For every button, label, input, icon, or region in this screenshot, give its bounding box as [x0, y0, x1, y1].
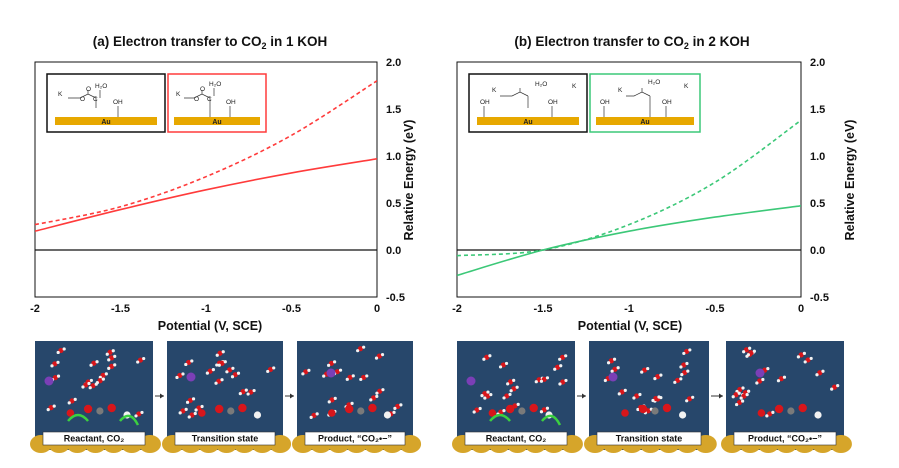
chart-b-series-solid — [457, 205, 801, 277]
chart-b-xlabel: Potential (V, SCE) — [578, 319, 682, 333]
chart-b-ytick: 0.5 — [810, 198, 825, 210]
svg-text:OH: OH — [662, 99, 672, 106]
chart-b-ytick: 1.0 — [810, 151, 825, 163]
snapshot-0: Reactant, CO₂ — [452, 341, 583, 453]
svg-text:K: K — [684, 83, 689, 90]
svg-text:K: K — [572, 83, 577, 90]
chart-a-ytick: 0.0 — [386, 245, 401, 257]
snapshot-label: Transition state — [192, 434, 259, 444]
chart-b-frame — [456, 61, 802, 298]
chart-b-title: (b) Electron transfer to CO2 in 2 KOH — [514, 34, 749, 51]
svg-text:H₂O: H₂O — [535, 81, 547, 88]
chart-b-xtick: 0 — [798, 303, 804, 315]
chart-a-ylabel: Relative Energy (eV) — [402, 120, 416, 241]
snapshot-2: Product, “CO₂•−” — [292, 341, 422, 453]
svg-text:OH: OH — [226, 99, 236, 106]
chart-a-ytick: -0.5 — [386, 292, 405, 304]
chart-b-ytick: 0.0 — [810, 245, 825, 257]
svg-text:O: O — [200, 86, 205, 93]
chart-a-ytick: 0.5 — [386, 198, 401, 210]
chart-b-ytick: -0.5 — [810, 292, 829, 304]
svg-text:OH: OH — [480, 99, 490, 106]
chart-a-title: (a) Electron transfer to CO2 in 1 KOH — [93, 34, 328, 51]
svg-text:O: O — [80, 96, 85, 103]
snapshot-1: Transition state — [162, 341, 292, 453]
svg-text:OH: OH — [548, 99, 558, 106]
chart-a-ytick: 2.0 — [386, 57, 401, 69]
svg-text:OH: OH — [600, 99, 610, 106]
snapshot-label: Transition state — [616, 434, 683, 444]
chart-a-series-dashed — [35, 80, 377, 226]
chart-a-xtick: -1.5 — [111, 303, 130, 315]
svg-text:O: O — [86, 86, 91, 93]
chart-b-inset-reactant: Au K H₂O OH K OH — [468, 73, 588, 133]
chart-b-series-dashed — [457, 119, 801, 257]
chart-a-xlabel: Potential (V, SCE) — [158, 319, 262, 333]
chart-b-xtick: -1.5 — [534, 303, 553, 315]
snapshot-0: Reactant, CO₂ — [30, 341, 161, 453]
svg-text:K: K — [492, 87, 497, 94]
svg-text:K: K — [58, 91, 63, 98]
chart-a-ytick: 1.5 — [386, 104, 401, 116]
panel-b: (b) Electron transfer to CO2 in 2 KOH -2… — [452, 34, 857, 453]
chart-a-xtick: -0.5 — [282, 303, 301, 315]
chart-b-snapshots: Reactant, CO₂ Transition state Product, “C… — [452, 341, 852, 453]
svg-text:Au: Au — [640, 119, 649, 126]
svg-text:OH: OH — [113, 99, 123, 106]
chart-a-inset-product: Au K H₂O OH OOC — [167, 73, 267, 133]
chart-b-inset-product: Au K H₂O OH K OH — [589, 73, 701, 133]
svg-text:C: C — [93, 96, 98, 103]
chart-a-xtick: -2 — [30, 303, 40, 315]
chart-b-ylabel: Relative Energy (eV) — [843, 120, 857, 241]
snapshot-label: Reactant, CO₂ — [486, 434, 547, 444]
chart-b-ytick: 1.5 — [810, 104, 825, 116]
chart-b-xtick: -0.5 — [706, 303, 725, 315]
snapshot-label: Product, “CO₂•−” — [318, 434, 392, 444]
svg-text:K: K — [618, 87, 623, 94]
panel-a: (a) Electron transfer to CO2 in 1 KOH -2… — [30, 34, 422, 453]
chart-a-xtick: -1 — [201, 303, 211, 315]
svg-text:H₂O: H₂O — [95, 83, 107, 90]
chart-b-ytick: 2.0 — [810, 57, 825, 69]
chart-a-ytick: 1.0 — [386, 151, 401, 163]
snapshot-1: Transition state — [584, 341, 717, 453]
svg-text:O: O — [194, 96, 199, 103]
snapshot-label: Product, “CO₂•−” — [748, 434, 822, 444]
svg-text:H₂O: H₂O — [209, 81, 221, 88]
chart-a-inset-reactant: Au K H₂O OH OOC — [46, 73, 166, 133]
svg-text:C: C — [207, 96, 212, 103]
snapshot-label: Reactant, CO₂ — [64, 434, 125, 444]
chart-a-snapshots: Reactant, CO₂ Transition state Product, “C… — [30, 341, 422, 453]
svg-text:Au: Au — [212, 119, 221, 126]
chart-a-series-solid — [35, 158, 377, 232]
svg-text:K: K — [176, 91, 181, 98]
chart-b-xtick: -2 — [452, 303, 462, 315]
chart-a-xtick: 0 — [374, 303, 380, 315]
chart-b-xtick: -1 — [624, 303, 634, 315]
chart-a-frame — [34, 61, 378, 298]
svg-text:Au: Au — [101, 119, 110, 126]
svg-text:Au: Au — [523, 119, 532, 126]
snapshot-2: Product, “CO₂•−” — [721, 341, 852, 453]
svg-text:H₂O: H₂O — [648, 79, 660, 86]
